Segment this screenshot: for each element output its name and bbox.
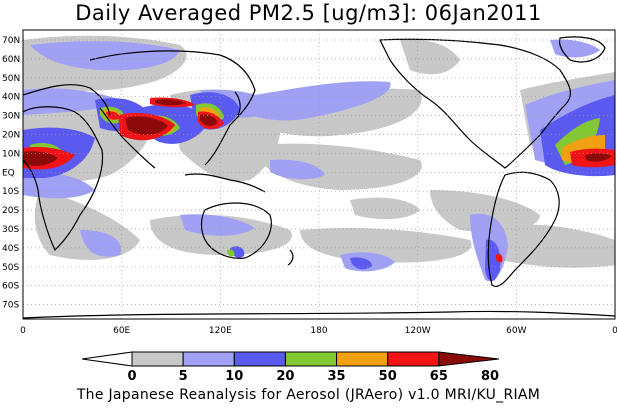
arabia-india-coast — [99, 107, 156, 169]
colorbar-swatch — [336, 351, 389, 367]
lat-label: 20N — [2, 131, 20, 141]
lon-label: 120W — [405, 326, 431, 336]
colorbar-label: 35 — [328, 369, 346, 384]
pm25-level-80-plus — [23, 99, 612, 166]
asia-coast — [89, 50, 256, 166]
greenland-coast — [558, 36, 606, 63]
lon-label: 60E — [113, 326, 130, 336]
coastlines — [23, 36, 615, 319]
north-america-coast — [379, 38, 572, 169]
map-frame — [22, 29, 616, 320]
colorbar-swatch — [131, 351, 184, 367]
lon-label: 120E — [209, 326, 232, 336]
colorbar-label: 20 — [276, 369, 294, 384]
africa-coast — [23, 106, 104, 252]
colorbar — [81, 351, 499, 367]
colorbar-arrow-low — [81, 351, 133, 367]
latitude-labels: 70N70N60N60N50N50N40N40N30N30N20N20N10N1… — [2, 36, 20, 311]
antarctica-coast — [23, 310, 615, 319]
lat-label: 60S — [2, 282, 19, 292]
colorbar-labels: 0 5 10 20 35 50 65 80 — [127, 369, 499, 384]
lat-label: 70N — [2, 36, 20, 46]
lat-label: 50S — [2, 263, 19, 273]
colorbar-swatch — [387, 351, 440, 367]
lat-label: 10N — [2, 149, 20, 159]
australia-coast — [200, 202, 272, 259]
longitude-labels: 0 60E 120E 180 120W 60W 0 — [20, 326, 617, 336]
lat-label: 70S — [2, 301, 19, 311]
colorbar-label: 10 — [225, 369, 243, 384]
lat-label: 30N — [2, 112, 20, 122]
colorbar-label: 50 — [379, 369, 397, 384]
europe-coast — [23, 84, 111, 116]
colorbar-arrow-high — [438, 351, 499, 367]
indonesia-coast — [184, 173, 266, 193]
colorbar-label: 80 — [481, 369, 499, 384]
lat-label: EQ — [2, 168, 15, 178]
colorbar-label: 0 — [127, 369, 136, 384]
colorbar-swatch — [284, 351, 338, 367]
lon-label: 60W — [506, 326, 526, 336]
colorbar-label: 65 — [430, 369, 448, 384]
south-america-coast — [487, 171, 560, 288]
credit-text: The Japanese Reanalysis for Aerosol (JRA… — [76, 387, 541, 403]
lon-label: 180 — [310, 326, 327, 336]
pm25-field — [23, 35, 615, 282]
lat-label: 30S — [2, 225, 19, 235]
colorbar-swatch — [182, 351, 235, 367]
lat-label: 20S — [2, 206, 19, 216]
lat-label: 40S — [2, 244, 19, 254]
japan-coast — [234, 91, 241, 116]
colorbar-swatch — [233, 351, 286, 367]
lat-label: 10S — [2, 187, 19, 197]
lat-label: 50N — [2, 74, 20, 84]
colorbar-label: 5 — [179, 369, 188, 384]
lat-label: 60N — [2, 55, 20, 65]
lon-label: 0 — [20, 326, 26, 336]
new-zealand-coast — [287, 249, 294, 266]
lon-label: 0 — [612, 326, 617, 336]
graticule — [23, 30, 615, 319]
map-title: Daily Averaged PM2.5 [ug/m3]: 06Jan2011 — [75, 1, 542, 25]
lat-label: 40N — [2, 93, 20, 103]
